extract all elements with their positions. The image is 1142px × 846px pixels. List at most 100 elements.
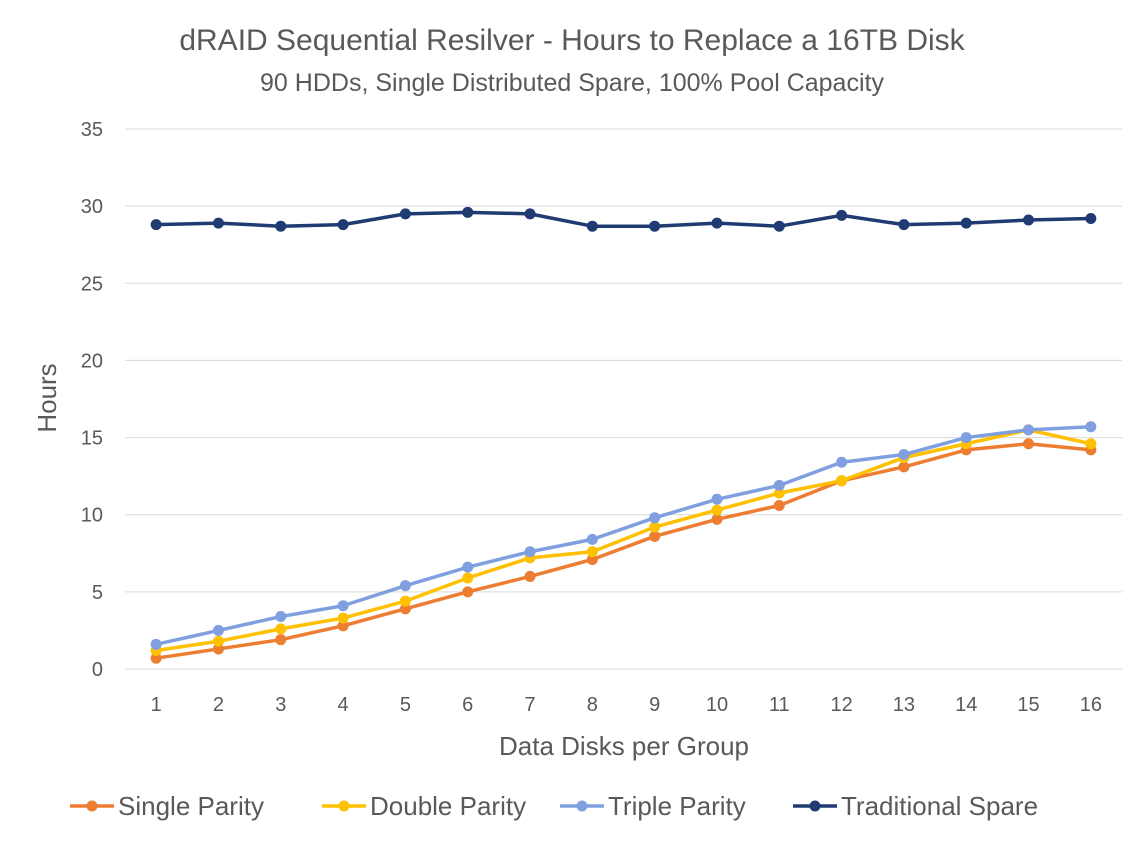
data-point [898, 461, 910, 473]
legend-swatch-marker [338, 800, 350, 812]
data-point [1085, 438, 1097, 450]
y-tick-label: 30 [81, 196, 103, 218]
data-point [275, 623, 287, 635]
data-point [773, 479, 785, 491]
y-tick-label: 0 [92, 659, 103, 681]
x-tick-label: 7 [524, 694, 535, 716]
data-point [1023, 214, 1035, 226]
data-point [773, 487, 785, 499]
data-point [711, 504, 723, 516]
data-point [649, 512, 661, 524]
x-tick-label: 6 [462, 694, 473, 716]
y-axis-ticks: 0 5 10 15 20 25 30 35 [81, 119, 103, 681]
data-point [524, 570, 536, 582]
legend-item: Traditional Spare [793, 791, 1038, 821]
data-point [1023, 438, 1035, 450]
data-point [524, 208, 536, 220]
data-point [150, 652, 162, 664]
x-tick-label: 8 [587, 694, 598, 716]
y-axis-label: Hours [32, 363, 62, 432]
series-line [154, 428, 1093, 653]
data-point [1023, 424, 1035, 436]
data-point [399, 580, 411, 592]
legend-swatch-marker [576, 800, 588, 812]
x-tick-label: 14 [955, 694, 977, 716]
x-tick-label: 3 [275, 694, 286, 716]
legend-swatch-marker [86, 800, 98, 812]
x-tick-label: 4 [338, 694, 349, 716]
data-point [649, 530, 661, 542]
data-point [898, 219, 910, 231]
data-point [960, 432, 972, 444]
data-point [586, 546, 598, 558]
chart-title: dRAID Sequential Resilver - Hours to Rep… [179, 24, 965, 57]
y-tick-label: 15 [81, 428, 103, 450]
series-lines [150, 206, 1097, 664]
data-point [1085, 421, 1097, 433]
x-tick-label: 1 [151, 694, 162, 716]
data-point [773, 220, 785, 232]
series-line [154, 425, 1093, 647]
x-tick-label: 11 [769, 694, 790, 716]
data-point [836, 209, 848, 221]
series-traditional-spare [150, 206, 1097, 232]
data-point [773, 499, 785, 511]
data-point [399, 595, 411, 607]
x-axis-ticks: 1 2 3 4 5 6 7 8 9 10 11 12 13 14 15 16 [151, 694, 1102, 716]
data-point [836, 475, 848, 487]
data-point [150, 219, 162, 231]
data-point [649, 220, 661, 232]
legend-swatch-marker [809, 800, 821, 812]
data-point [462, 572, 474, 584]
data-point [462, 586, 474, 598]
data-point [586, 533, 598, 545]
x-tick-label: 16 [1080, 694, 1102, 716]
x-tick-label: 2 [213, 694, 224, 716]
data-point [960, 217, 972, 229]
legend-item: Triple Parity [560, 791, 746, 821]
legend: Single Parity Double Parity Triple Parity T… [70, 791, 1038, 821]
x-tick-label: 13 [893, 694, 915, 716]
data-point [462, 561, 474, 573]
series-triple-parity [150, 421, 1097, 650]
legend-item: Double Parity [322, 791, 526, 821]
gridlines [125, 128, 1122, 670]
data-point [524, 546, 536, 558]
x-tick-label: 12 [830, 694, 852, 716]
y-tick-label: 5 [92, 582, 103, 604]
data-point [337, 219, 349, 231]
x-tick-label: 5 [400, 694, 411, 716]
data-point [150, 638, 162, 650]
x-axis-label: Data Disks per Group [499, 731, 749, 761]
series-line [154, 441, 1093, 660]
legend-label: Triple Parity [608, 791, 746, 821]
data-point [275, 611, 287, 623]
data-point [711, 513, 723, 525]
data-point [836, 456, 848, 468]
y-tick-label: 10 [81, 505, 103, 527]
y-tick-label: 25 [81, 273, 103, 295]
data-point [275, 634, 287, 646]
series-single-parity [150, 438, 1097, 664]
data-point [649, 521, 661, 533]
data-point [898, 449, 910, 461]
data-point [337, 600, 349, 612]
data-point [711, 217, 723, 229]
x-tick-label: 15 [1017, 694, 1039, 716]
data-point [586, 553, 598, 565]
chart-subtitle: 90 HDDs, Single Distributed Spare, 100% … [260, 69, 884, 97]
x-tick-label: 9 [649, 694, 660, 716]
data-point [462, 206, 474, 218]
data-point [212, 217, 224, 229]
data-point [399, 603, 411, 615]
y-tick-label: 20 [81, 350, 103, 372]
data-point [1085, 212, 1097, 224]
data-point [337, 620, 349, 632]
series-line [154, 210, 1093, 228]
data-point [399, 208, 411, 220]
data-point [275, 220, 287, 232]
data-point [212, 643, 224, 655]
legend-label: Single Parity [118, 791, 264, 821]
data-point [337, 612, 349, 624]
